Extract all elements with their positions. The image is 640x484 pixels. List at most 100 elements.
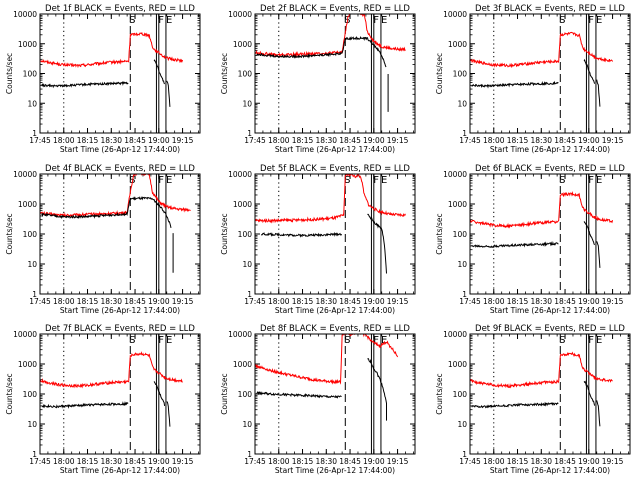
series-events-line: [256, 358, 387, 421]
x-tick-label: 18:45: [554, 136, 576, 145]
y-axis-label: Counts/sec: [220, 213, 229, 254]
marker-label-e: E: [596, 15, 602, 26]
y-tick-label: 1000: [18, 40, 37, 49]
y-tick-label: 10: [242, 99, 252, 108]
x-axis-label: Start Time (26-Apr-12 17:44:00): [60, 306, 180, 315]
y-tick-label: 1: [247, 290, 252, 299]
marker-label-s: S: [559, 15, 565, 26]
panel-frame: [254, 13, 416, 134]
x-tick-label: 17:45: [244, 457, 266, 466]
marker-label-s: S: [129, 335, 135, 346]
x-tick-label: 18:00: [53, 457, 75, 466]
marker-label-s: S: [559, 175, 565, 186]
x-tick-label: 18:45: [554, 457, 576, 466]
x-tick-label: 17:45: [244, 136, 266, 145]
y-tick-label: 10000: [443, 170, 467, 179]
x-tick-label: 19:15: [387, 136, 409, 145]
marker-label-f: F: [373, 335, 379, 346]
y-tick-label: 1: [462, 450, 467, 459]
series-lld-line: [470, 31, 614, 69]
series-events-line: [41, 59, 171, 107]
x-tick-label: 18:00: [483, 136, 505, 145]
x-tick-label: 18:15: [77, 297, 99, 306]
panel-title: Det 8f BLACK = Events, RED = LLD: [260, 324, 410, 334]
marker-label-f: F: [588, 175, 594, 186]
x-tick-label: 19:00: [578, 297, 600, 306]
y-tick-label: 100: [453, 230, 468, 239]
marker-label-e: E: [166, 335, 172, 346]
panel-1: Det 1f BLACK = Events, RED = LLD 1 10 100 10…: [5, 4, 201, 154]
y-axis-label: Counts/sec: [435, 373, 444, 414]
series-lld-line: [40, 351, 183, 389]
panel-8: Det 8f BLACK = Events, RED = LLD 1 10 100 10…: [220, 324, 416, 475]
y-tick-label: 10000: [13, 170, 37, 179]
panel-frame: [254, 173, 416, 295]
x-tick-label: 19:00: [363, 457, 385, 466]
y-tick-label: 1000: [18, 200, 37, 209]
y-tick-label: 100: [23, 390, 38, 399]
panel-title: Det 1f BLACK = Events, RED = LLD: [45, 4, 195, 14]
y-axis-label: Counts/sec: [435, 53, 444, 94]
panel-title: Det 2f BLACK = Events, RED = LLD: [260, 4, 410, 14]
y-tick-label: 1000: [233, 200, 252, 209]
y-tick-label: 100: [238, 70, 253, 79]
panel-title: Det 5f BLACK = Events, RED = LLD: [260, 164, 410, 174]
panel-frame: [39, 173, 201, 295]
y-tick-label: 1: [32, 450, 37, 459]
x-tick-label: 17:45: [244, 297, 266, 306]
x-axis-label: Start Time (26-Apr-12 17:44:00): [490, 145, 610, 154]
panel-frame: [469, 13, 631, 134]
x-tick-label: 18:15: [292, 297, 314, 306]
x-axis-label: Start Time (26-Apr-12 17:44:00): [490, 306, 610, 315]
x-tick-label: 17:45: [29, 457, 51, 466]
y-tick-label: 1: [32, 129, 37, 138]
y-tick-label: 10000: [443, 330, 467, 339]
x-tick-label: 18:15: [507, 136, 529, 145]
y-tick-label: 100: [453, 390, 468, 399]
y-tick-label: 100: [23, 70, 38, 79]
series-events-line: [471, 380, 601, 427]
y-tick-label: 10: [242, 260, 252, 269]
x-tick-label: 19:15: [602, 297, 624, 306]
y-tick-label: 100: [238, 230, 253, 239]
series-lld-line: [40, 31, 184, 69]
series-events-line: [471, 58, 601, 107]
marker-label-s: S: [559, 335, 565, 346]
x-tick-label: 18:15: [507, 297, 529, 306]
x-axis-label: Start Time (26-Apr-12 17:44:00): [490, 466, 610, 475]
panel-3: Det 3f BLACK = Events, RED = LLD 1 10 100 10…: [435, 4, 631, 154]
x-tick-label: 18:00: [268, 297, 290, 306]
marker-label-e: E: [381, 335, 387, 346]
y-tick-label: 10000: [13, 330, 37, 339]
marker-label-e: E: [166, 15, 172, 26]
y-tick-label: 1: [462, 129, 467, 138]
y-axis-label: Counts/sec: [5, 53, 14, 94]
x-tick-label: 18:30: [315, 297, 337, 306]
series-events-line: [260, 213, 387, 274]
panel-5: Det 5f BLACK = Events, RED = LLD 1 10 100 10…: [220, 164, 416, 315]
x-tick-label: 18:00: [483, 457, 505, 466]
y-axis-label: Counts/sec: [5, 213, 14, 254]
x-axis-label: Start Time (26-Apr-12 17:44:00): [60, 466, 180, 475]
marker-label-e: E: [381, 15, 387, 26]
marker-label-f: F: [158, 335, 164, 346]
x-tick-label: 17:45: [459, 297, 481, 306]
panel-7: Det 7f BLACK = Events, RED = LLD 1 10 100 10…: [5, 324, 201, 475]
x-tick-label: 18:30: [315, 136, 337, 145]
x-tick-label: 19:00: [148, 297, 170, 306]
x-tick-label: 19:00: [578, 136, 600, 145]
marker-label-f: F: [158, 15, 164, 26]
marker-label-f: F: [373, 15, 379, 26]
x-tick-label: 18:45: [339, 457, 361, 466]
panel-frame: [254, 333, 416, 455]
series-lld-line: [255, 174, 406, 224]
x-tick-label: 18:45: [554, 297, 576, 306]
marker-label-s: S: [129, 15, 135, 26]
x-tick-label: 19:00: [148, 136, 170, 145]
marker-label-f: F: [373, 175, 379, 186]
x-tick-label: 18:45: [339, 136, 361, 145]
x-tick-label: 18:30: [530, 136, 552, 145]
series-lld-line: [470, 351, 613, 389]
y-tick-label: 10000: [228, 170, 252, 179]
y-tick-label: 1000: [18, 360, 37, 369]
